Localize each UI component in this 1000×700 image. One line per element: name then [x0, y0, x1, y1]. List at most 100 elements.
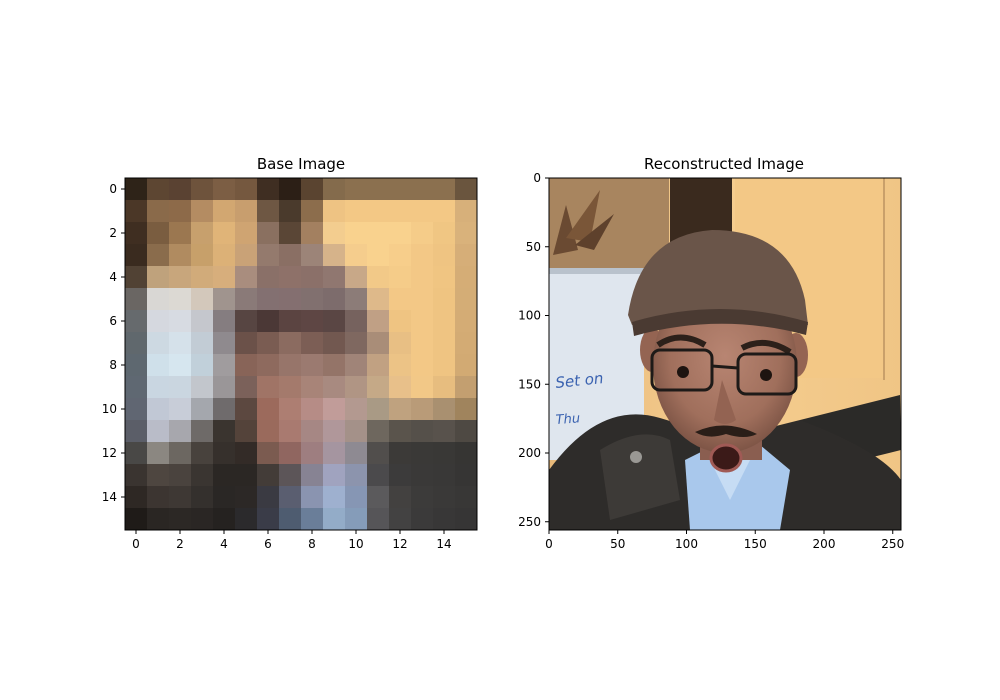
pixel-cell — [411, 398, 434, 421]
pixel-cell — [235, 310, 258, 333]
pixel-cell — [367, 354, 390, 377]
pixel-cell — [213, 244, 236, 267]
base-image-panel: Base Image 0 2 4 6 8 10 12 14 0 2 4 6 8 10 12 14 — [102, 155, 478, 551]
pixel-cell — [235, 332, 258, 355]
pixel-cell — [279, 332, 302, 355]
pixel-cell — [235, 420, 258, 443]
pixel-cell — [433, 244, 456, 267]
y-tick-label: 0 — [533, 171, 541, 185]
pixel-cell — [301, 310, 324, 333]
pixel-cell — [191, 332, 214, 355]
pixel-cell — [345, 376, 368, 399]
pixel-cell — [191, 310, 214, 333]
panel-title: Reconstructed Image — [644, 155, 804, 173]
pixel-cell — [235, 354, 258, 377]
eye — [677, 366, 689, 378]
pixel-cell — [235, 178, 258, 201]
pixel-cell — [345, 332, 368, 355]
pixel-cell — [147, 376, 170, 399]
pixel-cell — [125, 442, 148, 465]
pixel-cell — [455, 442, 478, 465]
pixel-cell — [433, 332, 456, 355]
pixel-cell — [455, 508, 478, 531]
pixel-cell — [301, 332, 324, 355]
pixel-cell — [125, 486, 148, 509]
pixel-cell — [323, 266, 346, 289]
pixel-cell — [213, 332, 236, 355]
pixel-cell — [345, 200, 368, 223]
pixel-cell — [301, 288, 324, 311]
y-tick-label: 200 — [518, 446, 541, 460]
pixel-cell — [125, 288, 148, 311]
pixel-cell — [169, 332, 192, 355]
x-tick-label: 8 — [308, 537, 316, 551]
x-tick-label: 0 — [132, 537, 140, 551]
pixel-cell — [455, 486, 478, 509]
x-axis-ticks: 0 2 4 6 8 10 12 14 — [132, 530, 452, 551]
eyebrow — [740, 339, 792, 355]
whiteboard-text: Thu — [555, 411, 580, 428]
pixel-cell — [367, 464, 390, 487]
pixel-cell — [191, 288, 214, 311]
pixel-cell — [323, 200, 346, 223]
pixel-cell — [301, 178, 324, 201]
pixel-cell — [147, 332, 170, 355]
eye — [760, 369, 772, 381]
nose — [714, 380, 736, 424]
pixel-cell — [169, 442, 192, 465]
reconstructed-image-panel: Reconstructed Image Set on Thu — [518, 155, 904, 551]
pixel-cell — [433, 222, 456, 245]
x-tick-label: 2 — [176, 537, 184, 551]
pixel-cell — [455, 376, 478, 399]
pixel-cell — [301, 398, 324, 421]
pixel-cell — [191, 486, 214, 509]
pixel-cell — [169, 200, 192, 223]
y-tick-label: 8 — [109, 358, 117, 372]
pixel-cell — [257, 464, 280, 487]
pixel-cell — [147, 222, 170, 245]
lips — [709, 443, 743, 473]
pixel-cell — [191, 178, 214, 201]
pixel-cell — [323, 398, 346, 421]
pixel-cell — [279, 244, 302, 267]
pixel-cell — [257, 486, 280, 509]
pixel-cell — [213, 178, 236, 201]
pixel-cell — [301, 486, 324, 509]
pixel-cell — [367, 222, 390, 245]
pixel-cell — [367, 442, 390, 465]
pixel-cell — [323, 332, 346, 355]
pixel-cell — [411, 200, 434, 223]
pixel-cell — [323, 354, 346, 377]
pixel-cell — [279, 442, 302, 465]
pixel-cell — [125, 420, 148, 443]
pixel-cell — [169, 486, 192, 509]
pixel-cell — [367, 486, 390, 509]
pixel-cell — [301, 464, 324, 487]
pixel-cell — [125, 398, 148, 421]
pixel-cell — [191, 376, 214, 399]
pixel-cell — [169, 420, 192, 443]
x-tick-label: 6 — [264, 537, 272, 551]
pixel-cell — [301, 376, 324, 399]
pixel-cell — [301, 222, 324, 245]
y-tick-label: 250 — [518, 515, 541, 529]
pixel-cell — [125, 244, 148, 267]
pixel-cell — [235, 266, 258, 289]
pixel-cell — [213, 266, 236, 289]
pixel-cell — [191, 398, 214, 421]
pixel-cell — [411, 442, 434, 465]
x-tick-label: 0 — [545, 537, 553, 551]
pixel-cell — [389, 420, 412, 443]
pixel-cell — [235, 464, 258, 487]
pixel-cell — [411, 486, 434, 509]
pixel-cell — [147, 310, 170, 333]
pixel-cell — [213, 288, 236, 311]
pixel-cell — [257, 332, 280, 355]
pixel-cell — [433, 178, 456, 201]
pixel-cell — [235, 508, 258, 531]
pixel-cell — [323, 310, 346, 333]
pixel-cell — [411, 288, 434, 311]
pixel-cell — [455, 354, 478, 377]
pixel-cell — [345, 354, 368, 377]
pixel-cell — [455, 200, 478, 223]
